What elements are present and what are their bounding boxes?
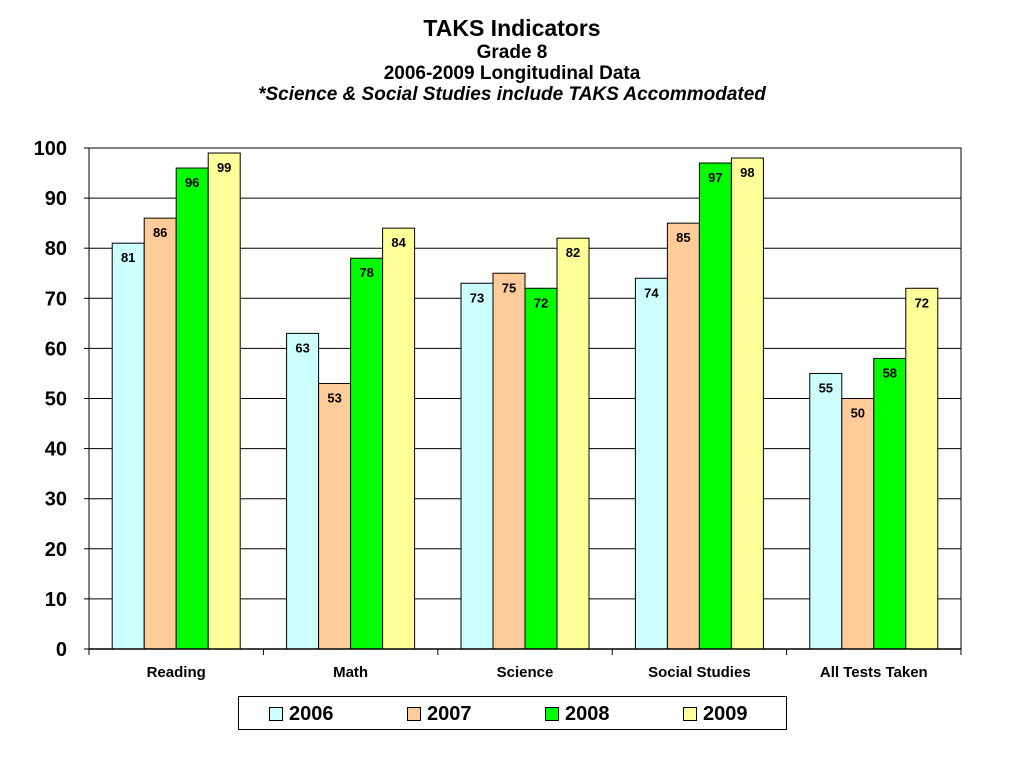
x-tick-label: Science xyxy=(497,664,554,681)
bar-2007-social-studies xyxy=(666,222,700,650)
data-label: 58 xyxy=(883,365,897,380)
bar-2006-all-tests-taken xyxy=(809,372,843,650)
y-tick-label: 100 xyxy=(34,138,67,160)
bar-2007-all-tests-taken xyxy=(841,398,875,650)
y-tick-label: 20 xyxy=(45,539,67,561)
y-tick-label: 80 xyxy=(45,238,67,260)
bar-2008-all-tests-taken xyxy=(873,357,907,650)
data-label: 63 xyxy=(295,340,309,355)
data-label: 84 xyxy=(391,235,406,250)
legend-swatch-2008 xyxy=(545,707,559,721)
bar-2008-math xyxy=(350,257,384,650)
legend-swatch-2009 xyxy=(683,707,697,721)
bar-2006-math xyxy=(286,332,320,650)
bar-2009-science xyxy=(556,237,590,650)
data-label: 98 xyxy=(740,165,754,180)
bar-2009-all-tests-taken xyxy=(905,287,939,650)
chart-titles: TAKS Indicators Grade 8 2006-2009 Longit… xyxy=(0,14,1024,105)
data-label: 73 xyxy=(470,290,484,305)
data-label: 75 xyxy=(502,280,516,295)
y-tick-label: 50 xyxy=(45,389,67,411)
bar-2007-science xyxy=(492,272,526,650)
chart-title: TAKS Indicators xyxy=(423,15,601,41)
legend-item-2006: 2006 xyxy=(269,702,334,726)
x-tick-label: All Tests Taken xyxy=(820,664,928,681)
data-label: 81 xyxy=(121,250,135,265)
data-label: 72 xyxy=(534,295,548,310)
x-tick-label: Math xyxy=(333,664,368,681)
bar-2009-math xyxy=(382,227,416,650)
bar-2009-social-studies xyxy=(730,157,764,650)
data-label: 99 xyxy=(217,160,231,175)
data-label: 72 xyxy=(915,295,929,310)
bar-2006-science xyxy=(460,282,494,650)
bar-2009-reading xyxy=(207,152,241,650)
data-label: 78 xyxy=(359,265,373,280)
data-label: 82 xyxy=(566,245,580,260)
legend-label-2008: 2008 xyxy=(565,703,610,725)
x-tick-label: Social Studies xyxy=(648,664,751,681)
y-tick-label: 0 xyxy=(56,639,67,661)
bar-2008-science xyxy=(524,287,558,650)
chart-subtitle-note: *Science & Social Studies include TAKS A… xyxy=(258,84,766,105)
data-label: 55 xyxy=(819,380,833,395)
y-tick-label: 70 xyxy=(45,288,67,310)
legend-swatch-2007 xyxy=(407,707,421,721)
bar-2006-reading xyxy=(111,242,145,650)
y-tick-label: 90 xyxy=(45,188,67,210)
y-tick-label: 40 xyxy=(45,439,67,461)
x-tick-label: Reading xyxy=(147,664,206,681)
data-label: 97 xyxy=(708,170,722,185)
data-label: 96 xyxy=(185,175,199,190)
legend-item-2009: 2009 xyxy=(683,702,748,726)
legend-swatch-2006 xyxy=(269,707,283,721)
data-label: 74 xyxy=(644,285,659,300)
data-label: 50 xyxy=(851,406,865,421)
y-tick-label: 10 xyxy=(45,589,67,611)
legend-label-2006: 2006 xyxy=(289,703,334,725)
chart-subtitle-range: 2006-2009 Longitudinal Data xyxy=(383,63,641,84)
bar-2008-reading xyxy=(175,167,209,650)
bar-2008-social-studies xyxy=(698,162,732,650)
legend-label-2009: 2009 xyxy=(703,703,748,725)
data-label: 86 xyxy=(153,225,167,240)
legend-item-2007: 2007 xyxy=(407,702,472,726)
data-label: 85 xyxy=(676,230,690,245)
legend-label-2007: 2007 xyxy=(427,703,472,725)
bar-2007-reading xyxy=(143,217,177,650)
legend-item-2008: 2008 xyxy=(545,702,610,726)
bar-2007-math xyxy=(318,382,352,650)
data-label: 53 xyxy=(327,390,341,405)
bar-2006-social-studies xyxy=(634,277,668,650)
y-tick-label: 60 xyxy=(45,338,67,360)
chart-legend: 2006 2007 2008 2009 xyxy=(238,696,787,730)
chart-subtitle-grade: Grade 8 xyxy=(476,42,548,63)
y-tick-label: 30 xyxy=(45,489,67,511)
